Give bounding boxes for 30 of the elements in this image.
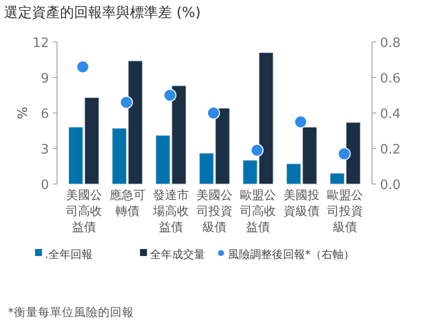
y2-tick-label: 0.4 <box>380 107 401 122</box>
x-tick-label: 歐盟公司高收益債 <box>240 188 276 234</box>
point <box>338 147 351 160</box>
x-tick-label: 應急可轉債 <box>109 188 146 218</box>
point <box>207 106 220 120</box>
point <box>163 88 176 102</box>
y2-tick-label: 0.6 <box>380 72 401 86</box>
y2-tick-label: 0.2 <box>380 142 401 158</box>
y-tick-label: 6 <box>40 107 49 122</box>
y-tick-label: 3 <box>40 142 49 158</box>
legend-label: .全年回報 <box>45 248 92 261</box>
point <box>250 144 264 157</box>
x-tick-label: 發達市場高收益債 <box>152 188 189 234</box>
legend-label: 全年成交量 <box>150 248 205 261</box>
text: *衡量每單位風險的回報 <box>8 305 134 319</box>
x-tick-label: 美國公司投資級債 <box>196 188 232 234</box>
y2-tick-label: 0.0 <box>380 178 401 193</box>
x-tick-label: 歐盟公司投資級債 <box>327 188 364 234</box>
y-axis-title: % <box>16 106 31 120</box>
y2-tick-label: 0.8 <box>380 36 401 51</box>
y-tick-label: 9 <box>40 72 49 86</box>
chart-title: 選定資產的回報率與標準差 (%) <box>4 5 201 21</box>
point <box>294 115 308 128</box>
point <box>76 60 90 74</box>
x-tick-label: 美國投資級債 <box>284 188 320 218</box>
y-tick-label: 0 <box>40 178 49 193</box>
point <box>120 96 133 109</box>
y-tick-label: 12 <box>32 36 49 51</box>
legend-label: 風險調整後回報*（右軸） <box>228 248 354 261</box>
x-tick-label: 美國公司高收益債 <box>66 188 102 234</box>
